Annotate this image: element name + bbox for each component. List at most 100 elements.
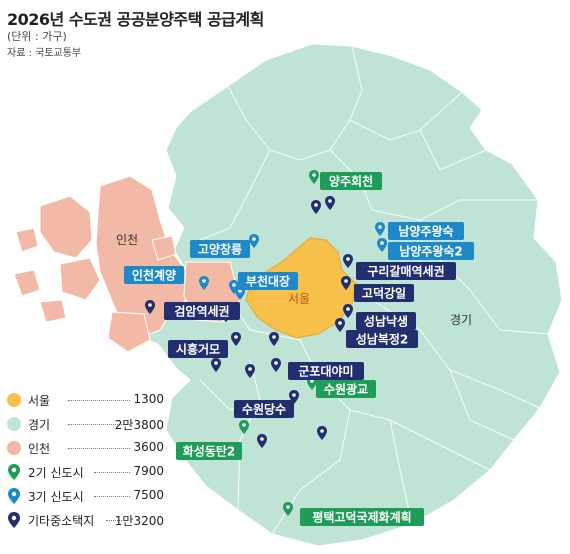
legend-leader xyxy=(68,424,130,425)
incheon-island xyxy=(13,269,41,297)
unit-note: (단위 : 가구) xyxy=(7,30,67,43)
site-label-text: 인천계양 xyxy=(132,268,176,283)
location-pin-icon xyxy=(249,234,259,248)
legend-value: 1300 xyxy=(133,392,164,406)
site-label-text: 군포대야미 xyxy=(298,364,353,379)
legend-seoul-swatch xyxy=(7,393,21,407)
legend-leader xyxy=(68,448,130,449)
location-pin-icon xyxy=(269,332,279,346)
location-pin-icon xyxy=(309,170,319,184)
legend-value: 7900 xyxy=(133,464,164,478)
site-label-box xyxy=(190,240,250,258)
region-label-incheon: 인천 xyxy=(116,232,138,247)
incheon-island xyxy=(151,235,177,261)
site-label-text: 성남복정2 xyxy=(356,332,409,347)
site-label-box xyxy=(320,172,382,190)
legend-incheon-swatch xyxy=(7,441,21,455)
legend-value: 2만3800 xyxy=(114,418,164,432)
legend-value: 3600 xyxy=(133,440,164,454)
site-label: 시흥거모 xyxy=(168,340,228,358)
site-label: 평택고덕국제화계획 xyxy=(300,508,424,526)
region-label-gyeonggi: 경기 xyxy=(450,313,472,327)
site-label: 성남낙생 xyxy=(356,312,416,330)
site-label: 화성동탄2 xyxy=(176,442,242,460)
site-label: 인천계양 xyxy=(124,266,184,284)
location-pin-icon xyxy=(375,222,385,236)
location-pin-icon xyxy=(283,502,293,516)
location-pin-icon xyxy=(271,358,281,372)
site-label-box xyxy=(124,266,184,284)
site-label-text: 시흥거모 xyxy=(176,342,220,357)
site-label-box xyxy=(316,380,376,398)
legend-label: 서울 xyxy=(28,394,51,408)
site-label: 군포대야미 xyxy=(288,362,364,380)
legend-third-pin-icon xyxy=(8,488,20,504)
legend-row: 기타중소택지 1만3200 xyxy=(6,508,166,532)
site-label-box xyxy=(238,272,298,290)
site-label: 수원당수 xyxy=(234,400,294,418)
incheon-island xyxy=(39,299,67,323)
site-label-box xyxy=(388,222,464,240)
legend-label: 기타중소택지 xyxy=(28,514,95,528)
location-pin-icon xyxy=(311,200,321,214)
site-label-text: 남양주왕숙2 xyxy=(399,244,463,259)
site-label-text: 수원광교 xyxy=(324,382,368,397)
incheon-island xyxy=(39,195,93,259)
site-label: 성남복정2 xyxy=(346,330,418,348)
site-label-text: 평택고덕국제화계획 xyxy=(312,510,411,525)
region-label-seoul: 서울 xyxy=(288,292,310,306)
location-pin-icon xyxy=(377,238,387,252)
legend-other-pin-icon xyxy=(8,512,20,528)
site-label-text: 화성동탄2 xyxy=(183,444,236,459)
site-label-text: 구리갈매역세권 xyxy=(367,264,444,279)
location-pin-icon xyxy=(257,434,267,448)
legend-gyeonggi-swatch xyxy=(7,417,21,431)
site-label-box xyxy=(356,312,416,330)
location-pin-icon xyxy=(325,196,335,210)
site-label-text: 성남낙생 xyxy=(364,314,408,329)
incheon-island xyxy=(15,227,39,253)
location-pin-icon xyxy=(343,304,353,318)
site-label: 고덕강일 xyxy=(354,284,414,302)
location-pin-icon xyxy=(341,276,351,290)
site-label: 구리갈매역세권 xyxy=(356,262,456,280)
incheon-island xyxy=(107,311,151,353)
location-pin-icon xyxy=(245,364,255,378)
legend-label: 3기 신도시 xyxy=(28,490,84,504)
site-label-box xyxy=(164,302,240,320)
legend-leader xyxy=(94,496,130,497)
legend: 서울 1300 경기 2만3800 인천 3600 2기 신도시 7900 3기… xyxy=(6,388,166,532)
site-label-box xyxy=(300,508,424,526)
site-label-box xyxy=(288,362,364,380)
site-label: 남양주왕숙2 xyxy=(388,242,474,260)
site-label-box xyxy=(346,330,418,348)
legend-label: 2기 신도시 xyxy=(28,466,84,480)
site-label-box xyxy=(388,242,474,260)
legend-leader xyxy=(94,472,130,473)
source-note: 자료 : 국토교통부 xyxy=(7,48,82,59)
site-label-box xyxy=(176,442,242,460)
legend-row: 서울 1300 xyxy=(6,388,166,412)
site-label-box xyxy=(168,340,228,358)
legend-leader xyxy=(106,520,122,521)
site-label-text: 검암역세권 xyxy=(174,304,229,319)
legend-row: 2기 신도시 7900 xyxy=(6,460,166,484)
legend-row: 3기 신도시 7500 xyxy=(6,484,166,508)
site-label: 부천대장 xyxy=(238,272,298,290)
seoul-region xyxy=(245,237,357,339)
site-label: 남양주왕숙 xyxy=(388,222,464,240)
site-label-text: 양주회천 xyxy=(329,174,373,189)
location-pin-icon xyxy=(211,358,221,372)
site-label-box xyxy=(356,262,456,280)
site-label-text: 고덕강일 xyxy=(362,286,406,301)
legend-row: 경기 2만3800 xyxy=(6,412,166,436)
location-pin-icon xyxy=(145,300,155,314)
site-label-box xyxy=(354,284,414,302)
site-label-text: 부천대장 xyxy=(246,274,290,289)
legend-label: 경기 xyxy=(28,418,51,432)
site-label-text: 수원당수 xyxy=(242,402,286,417)
site-label-text: 고양창릉 xyxy=(198,242,242,257)
location-pin-icon xyxy=(231,332,241,346)
